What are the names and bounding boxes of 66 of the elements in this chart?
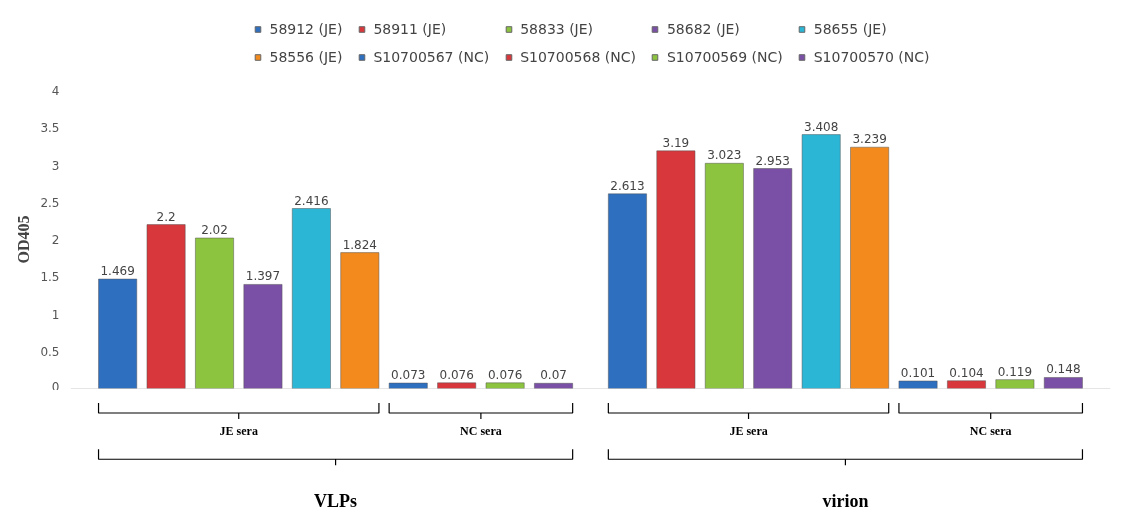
data-label: 0.076 [487,367,523,382]
data-label: 0.101 [900,365,936,380]
data-label: 1.824 [342,237,377,252]
data-label: 1.397 [245,269,281,284]
data-label: 0.104 [949,365,984,380]
bar [534,383,573,389]
data-label: 0.07 [540,368,567,383]
y-tick-label: 4 [51,84,60,98]
bar [243,284,283,389]
bar [485,382,525,389]
y-tick-label: 3 [51,158,60,173]
legend-label: S10700568 (NC) [520,48,636,65]
bar [656,150,696,389]
data-label: 3.19 [662,135,690,150]
y-axis-title: OD405 [15,215,33,264]
bar [340,252,380,389]
text: NC sera [969,423,1012,438]
y-tick-label: 3.5 [40,121,60,136]
data-label: 2.02 [201,223,228,238]
data-label: 1.469 [100,264,135,279]
data-label: 3.239 [852,132,887,147]
bar [388,382,428,389]
data-label: 0.148 [1046,362,1081,377]
bar [947,380,986,389]
legend-label: 58682 (JE) [666,20,740,37]
bar [1043,377,1083,389]
bar [898,380,938,389]
y-tick-label: 1 [51,307,60,322]
bar [608,193,647,389]
bar [801,134,841,389]
legend-label: S10700570 (NC) [813,48,930,65]
data-label: 0.119 [997,364,1033,379]
bar [850,146,889,389]
bar [995,379,1035,389]
bar [292,208,331,389]
data-label: 2.416 [294,193,329,208]
bar [98,278,138,389]
bar [146,224,186,389]
data-label: 0.073 [391,368,426,383]
data-label: 3.408 [804,119,839,134]
legend-label: S10700569 (NC) [666,48,783,65]
bar [704,163,744,389]
legend-label: 58911 (JE) [373,20,447,37]
legend-label: 58655 (JE) [813,20,887,37]
legend-label: 58833 (JE) [520,20,594,37]
x-tick-label: virion [822,490,869,511]
legend-label: 58912 (JE) [269,20,343,37]
text: JE sera [219,423,258,438]
x-tick-label: VLPs [314,490,358,511]
bar [437,382,477,389]
bar [195,237,234,389]
y-tick-label: 0.5 [40,344,60,359]
data-label: 2.613 [610,178,645,193]
data-label: 2.2 [156,209,176,224]
text: NC sera [460,423,502,438]
bar [753,168,793,389]
legend-label: S10700567 (NC) [373,48,490,65]
data-label: 3.023 [707,148,742,163]
y-tick-label: 0 [51,379,60,394]
data-label: 2.953 [755,153,790,168]
text: JE sera [729,423,768,438]
y-tick-label: 2.5 [40,195,60,210]
data-label: 0.076 [439,367,474,382]
legend-label: 58556 (JE) [269,48,343,65]
y-tick-label: 2 [51,233,60,247]
y-tick-label: 1.5 [40,270,60,285]
